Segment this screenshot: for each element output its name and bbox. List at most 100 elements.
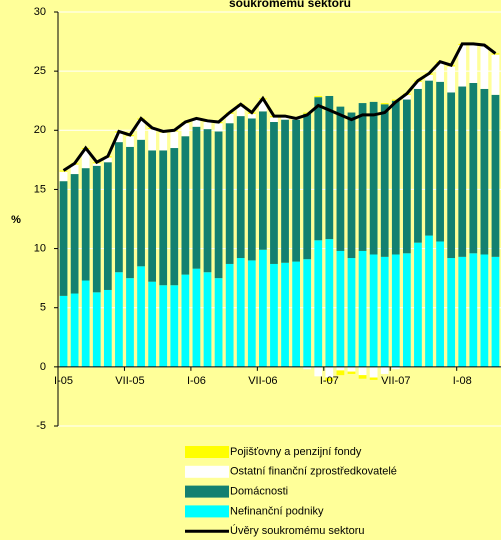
bar — [325, 377, 334, 382]
bar — [115, 272, 123, 367]
bar — [92, 292, 101, 367]
bar — [103, 157, 112, 163]
bar — [314, 366, 323, 377]
bar — [137, 266, 145, 367]
bar — [192, 119, 201, 127]
bar — [391, 366, 400, 370]
bar — [203, 129, 212, 273]
bar — [236, 258, 245, 367]
bar — [247, 260, 256, 367]
bar — [59, 170, 68, 172]
bar — [70, 293, 79, 367]
legend-swatch — [185, 505, 229, 518]
bar — [491, 94, 500, 257]
bar — [480, 254, 489, 367]
bar — [402, 253, 411, 367]
bar — [491, 54, 500, 95]
bar — [303, 366, 312, 370]
bar — [314, 240, 323, 367]
bar — [336, 370, 345, 376]
bar — [292, 119, 300, 262]
line — [62, 42, 497, 172]
bar — [425, 235, 433, 367]
y-tick-label: 25 — [34, 65, 46, 77]
bar — [358, 250, 367, 367]
y-tick-label: 20 — [34, 124, 46, 136]
bar — [292, 261, 300, 367]
bar — [369, 254, 378, 367]
legend-swatch — [185, 485, 229, 498]
bar — [303, 113, 312, 260]
bar — [137, 139, 145, 267]
x-tick-label: I-08 — [453, 375, 472, 387]
bar — [70, 164, 79, 175]
bar — [325, 95, 334, 240]
bar — [225, 113, 234, 124]
bar — [70, 174, 79, 294]
bar — [436, 81, 444, 242]
bar — [447, 66, 456, 93]
bar — [81, 280, 90, 367]
bar — [358, 375, 367, 379]
bar — [203, 272, 212, 367]
bar — [148, 129, 157, 151]
bar — [336, 106, 345, 251]
bar — [358, 103, 367, 251]
bar — [458, 86, 467, 257]
x-tick-label: I-05 — [54, 375, 73, 387]
bar — [115, 132, 123, 143]
bar — [137, 119, 145, 140]
bar — [469, 45, 478, 83]
bar — [402, 99, 411, 254]
x-tick-label: I-07 — [320, 375, 339, 387]
bar — [369, 101, 378, 255]
bar — [391, 254, 400, 367]
bar — [369, 377, 378, 380]
bar — [214, 278, 223, 367]
bar — [380, 256, 389, 367]
bar — [126, 278, 134, 367]
bar — [214, 131, 223, 279]
bar — [380, 104, 389, 257]
bar — [181, 123, 190, 137]
bar — [436, 62, 444, 82]
legend-swatch — [185, 465, 229, 478]
bar — [347, 371, 356, 374]
bar — [159, 132, 168, 151]
legend-label: Pojišťovny a penzijní fondy — [230, 446, 362, 458]
y-axis-label: % — [11, 214, 21, 226]
bar — [81, 149, 90, 169]
bar — [270, 263, 278, 367]
bar — [225, 263, 234, 367]
y-tick-label: 15 — [34, 183, 46, 195]
bar — [491, 256, 500, 367]
bar — [414, 242, 422, 367]
bar — [181, 136, 190, 275]
bar — [103, 289, 112, 367]
bar — [181, 274, 190, 367]
bar — [414, 81, 422, 89]
bar — [325, 366, 334, 378]
bar — [126, 146, 134, 279]
x-tick-label: VII-06 — [248, 375, 277, 387]
bar — [148, 281, 157, 367]
bar — [225, 123, 234, 264]
legend-label: Úvěry soukromému sektoru — [230, 524, 365, 537]
bar — [347, 366, 356, 372]
bar — [192, 126, 201, 269]
bar — [192, 268, 201, 367]
bar — [59, 171, 68, 182]
bar — [480, 46, 489, 89]
y-tick-label: 30 — [34, 6, 46, 18]
bar — [358, 366, 367, 376]
x-tick-label: VII-05 — [115, 375, 144, 387]
bar — [314, 95, 323, 98]
bar — [247, 118, 256, 261]
bar — [259, 249, 267, 367]
bar — [447, 258, 456, 367]
bar — [469, 253, 478, 367]
bar — [281, 117, 289, 120]
bar — [259, 99, 267, 112]
bar — [81, 168, 90, 281]
bar — [159, 150, 168, 286]
